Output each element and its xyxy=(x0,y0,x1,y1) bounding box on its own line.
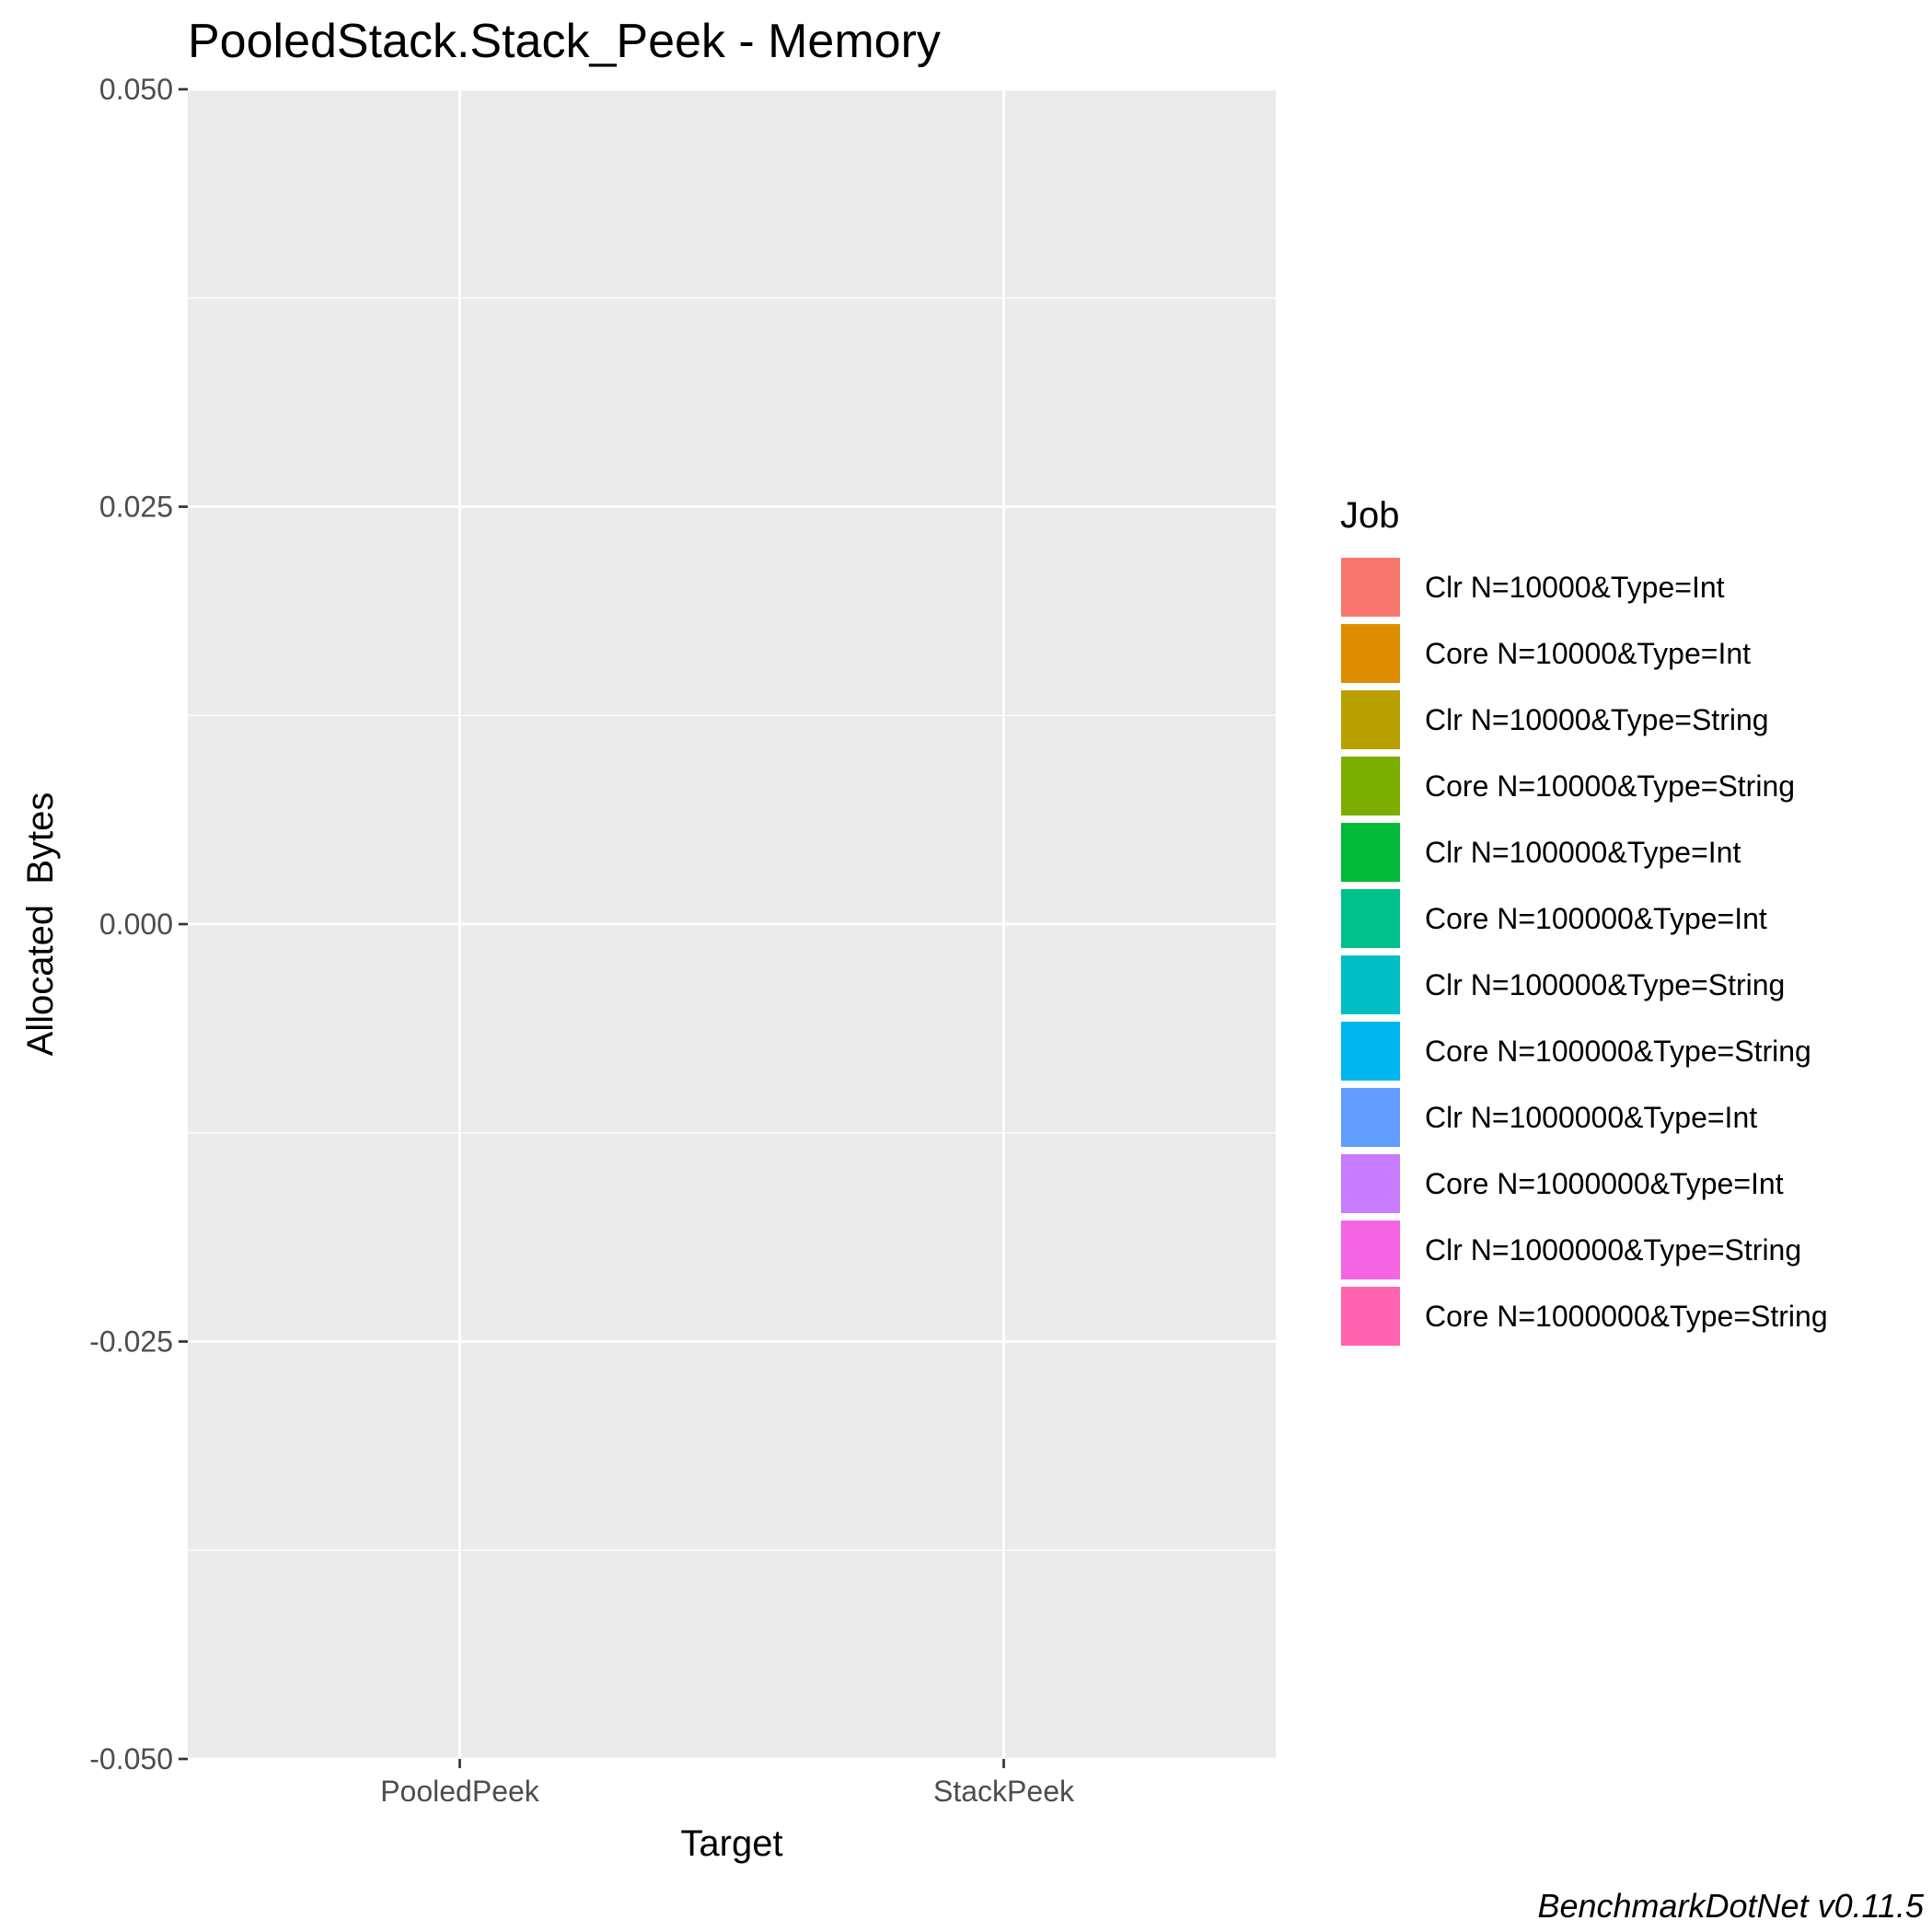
y-tick-label: -0.050 xyxy=(89,1742,173,1776)
legend-label: Clr N=10000&Type=Int xyxy=(1425,571,1725,604)
legend-label: Clr N=100000&Type=String xyxy=(1425,968,1785,1001)
x-tick-label: PooledPeek xyxy=(380,1775,540,1808)
legend-label: Core N=100000&Type=Int xyxy=(1425,902,1767,935)
legend-key xyxy=(1339,1086,1402,1149)
y-axis-title: Allocated Bytes xyxy=(20,792,61,1057)
legend-label: Clr N=1000000&Type=Int xyxy=(1425,1101,1757,1134)
legend-key xyxy=(1339,1152,1402,1215)
legend-key xyxy=(1339,755,1402,817)
legend-label: Clr N=100000&Type=Int xyxy=(1425,836,1741,869)
y-tick-label: 0.050 xyxy=(99,73,173,106)
legend-key xyxy=(1339,821,1402,884)
legend-items: Clr N=10000&Type=Int Core N=10000&Type=In… xyxy=(1339,556,1828,1348)
minor-gridlines xyxy=(188,297,1276,1551)
legend-key xyxy=(1339,688,1402,751)
chart-title: PooledStack.Stack_Peek - Memory xyxy=(188,15,941,68)
y-tick-label: 0.000 xyxy=(99,908,173,941)
legend-label: Core N=10000&Type=Int xyxy=(1425,637,1751,670)
x-axis: PooledPeek StackPeek xyxy=(380,1759,1075,1808)
legend-key xyxy=(1339,1219,1402,1281)
legend-key xyxy=(1339,556,1402,619)
legend-key xyxy=(1339,1020,1402,1082)
legend: Job Clr N=10000&Type=Int Core N=10000&Typ… xyxy=(1339,495,1828,1348)
legend-key xyxy=(1339,622,1402,685)
legend-label: Core N=1000000&Type=Int xyxy=(1425,1167,1784,1200)
major-gridlines xyxy=(188,87,1276,1761)
legend-label: Clr N=10000&Type=String xyxy=(1425,703,1769,736)
legend-key xyxy=(1339,954,1402,1016)
caption: BenchmarkDotNet v0.11.5 xyxy=(1537,1887,1925,1925)
legend-key xyxy=(1339,887,1402,950)
y-axis: 0.050 0.025 0.000 -0.025 -0.050 xyxy=(89,73,188,1776)
legend-key xyxy=(1339,1285,1402,1348)
legend-label: Clr N=1000000&Type=String xyxy=(1425,1233,1801,1267)
legend-label: Core N=10000&Type=String xyxy=(1425,769,1795,803)
y-tick-label: 0.025 xyxy=(99,491,173,524)
x-axis-title: Target xyxy=(680,1823,782,1864)
legend-label: Core N=100000&Type=String xyxy=(1425,1035,1811,1068)
x-tick-label: StackPeek xyxy=(933,1775,1075,1808)
legend-title: Job xyxy=(1340,495,1400,536)
y-tick-label: -0.025 xyxy=(89,1325,173,1359)
legend-label: Core N=1000000&Type=String xyxy=(1425,1300,1828,1333)
